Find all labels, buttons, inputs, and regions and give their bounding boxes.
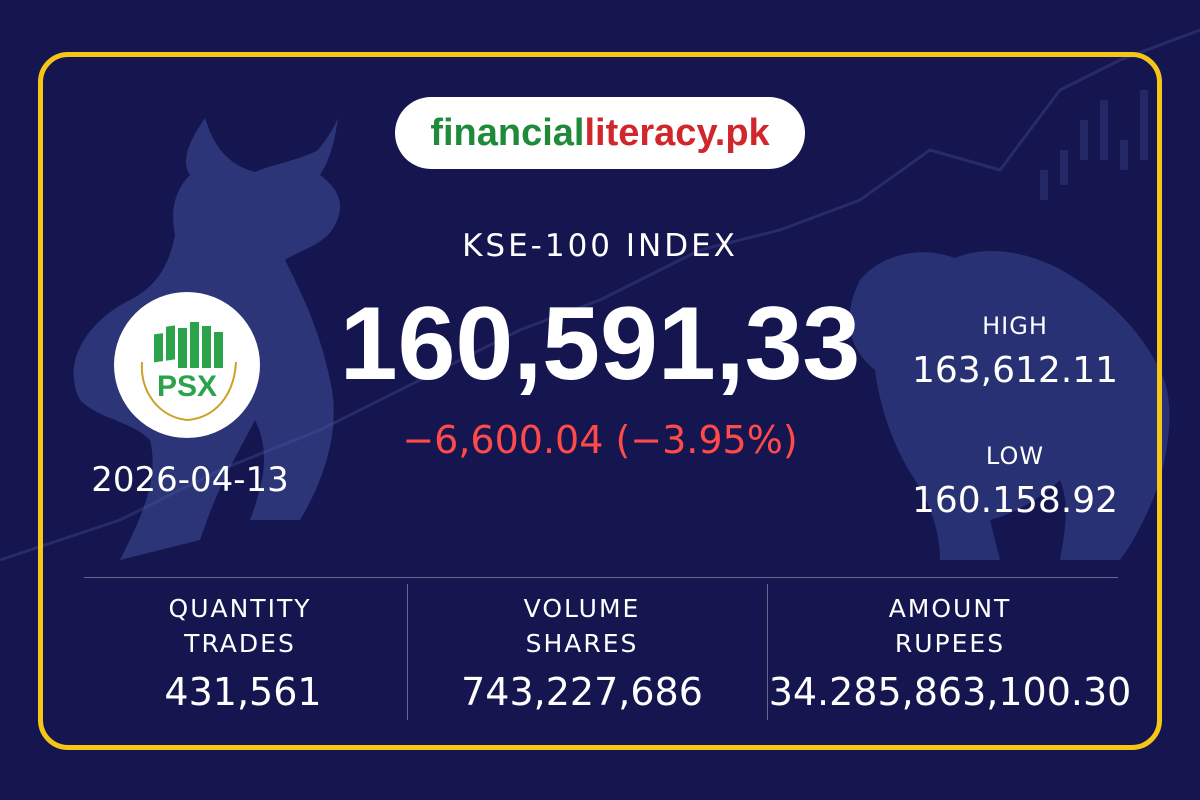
volume-value: 743,227,686	[461, 670, 703, 714]
psx-logo-text: PSX	[157, 370, 217, 403]
main-card	[38, 52, 1162, 750]
psx-logo-icon: PSX	[114, 292, 260, 438]
background-candles	[1040, 90, 1148, 200]
brand-banner: financial literacy.pk	[395, 97, 805, 169]
quantity-label-line2: TRADES	[184, 629, 296, 658]
index-value: 160,591,33	[339, 286, 861, 402]
amount-value: 34.285,863,100.30	[768, 670, 1132, 714]
volume-label-line2: SHARES	[525, 629, 639, 658]
quantity-value: 431,561	[164, 670, 322, 714]
stats-column-divider	[407, 584, 408, 720]
quantity-label-line1: QUANTITY	[168, 594, 312, 623]
brand-name-part-1: financial	[430, 111, 585, 154]
amount-label-line1: AMOUNT	[888, 594, 1012, 623]
high-value: 163,612.11	[911, 350, 1119, 391]
low-label: LOW	[985, 442, 1045, 470]
low-value: 160.158.92	[911, 480, 1119, 521]
volume-label-line1: VOLUME	[523, 594, 641, 623]
index-title: KSE-100 INDEX	[462, 228, 738, 264]
bear-silhouette-icon	[849, 251, 1170, 560]
trade-date: 2026-04-13	[91, 460, 289, 500]
brand-name-part-2: literacy.pk	[584, 111, 770, 154]
stats-column-divider	[767, 584, 768, 720]
amount-label-line2: RUPEES	[894, 629, 1006, 658]
high-label: HIGH	[982, 312, 1048, 340]
index-change: −6,600.04 (−3.95%)	[402, 418, 798, 462]
stats-divider	[84, 577, 1118, 578]
background-trend-line	[0, 28, 1200, 562]
